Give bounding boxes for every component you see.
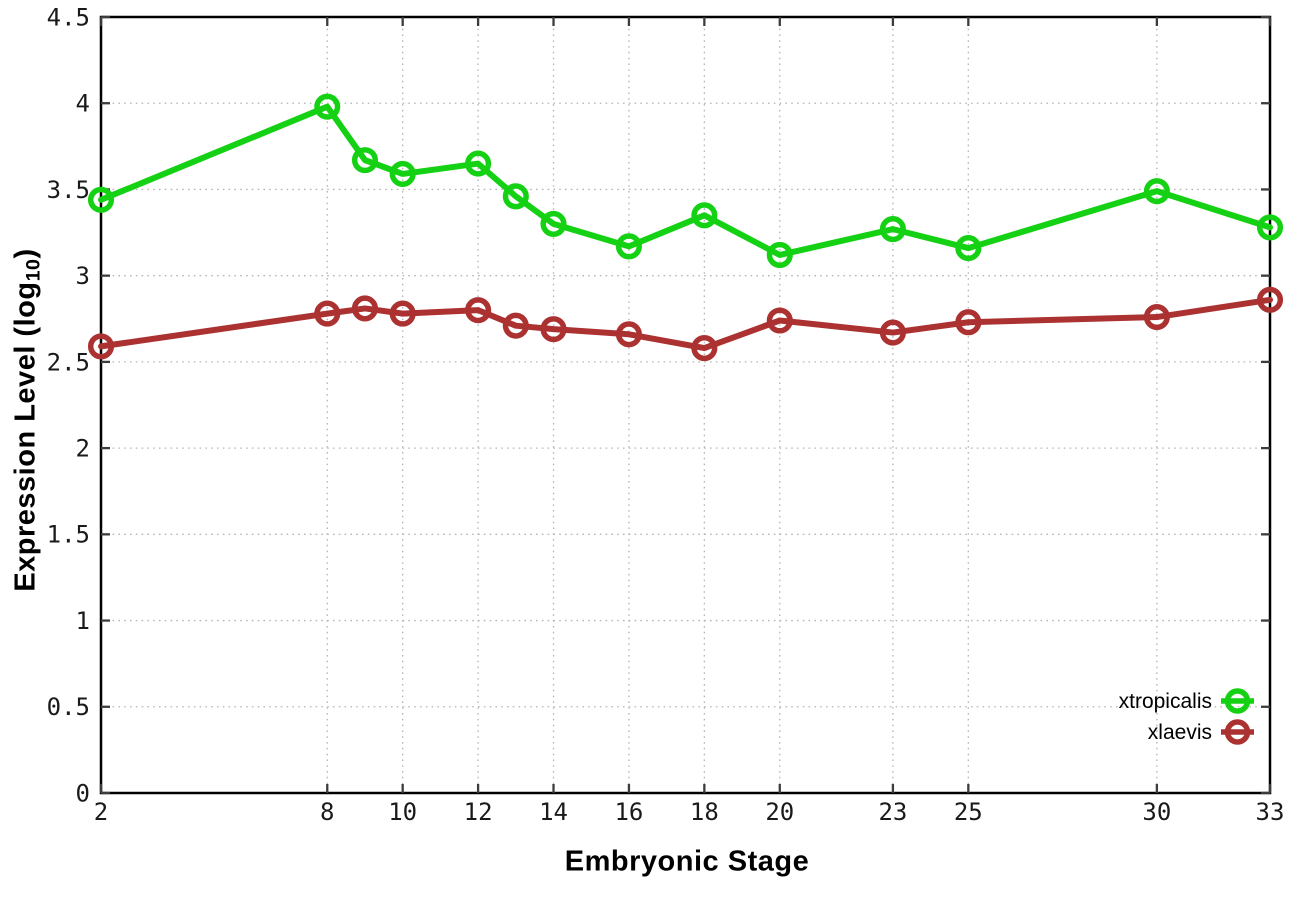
data-point-xlaevis-stage-14	[540, 316, 567, 343]
y-axis-title-close: )	[9, 248, 42, 259]
y-axis-title: Expression Level (log10)	[9, 248, 45, 592]
data-point-xlaevis-stage-20	[766, 307, 793, 334]
x-tick-label: 18	[690, 798, 719, 826]
data-point-xlaevis-stage-10	[389, 300, 416, 327]
data-point-xlaevis-stage-30	[1143, 304, 1170, 331]
legend-sample-marker-xtropicalis	[1224, 688, 1251, 714]
data-point-xtropicalis-stage-10	[389, 160, 416, 187]
y-tick-label: 3.5	[47, 176, 90, 204]
data-point-xtropicalis-stage-25	[955, 235, 982, 262]
y-tick-label: 4.5	[47, 3, 90, 31]
data-point-xlaevis-stage-18	[691, 335, 718, 362]
x-tick-label: 10	[388, 798, 417, 826]
series-line-xlaevis	[98, 296, 1273, 352]
data-point-xtropicalis-stage-23	[879, 216, 906, 243]
y-tick-label: 1	[76, 607, 90, 635]
x-tick-label: 30	[1142, 798, 1171, 826]
x-tick-label: 12	[464, 798, 493, 826]
data-point-xlaevis-stage-16	[615, 321, 642, 348]
data-point-xlaevis-stage-8	[314, 300, 341, 327]
data-point-xtropicalis-stage-2	[87, 186, 115, 213]
y-tick-label: 1.5	[47, 521, 90, 549]
x-tick-label: 2	[94, 798, 108, 826]
x-tick-label: 16	[614, 798, 643, 826]
data-point-xtropicalis-stage-13	[502, 183, 529, 210]
x-axis-title: Embryonic Stage	[564, 845, 810, 878]
y-tick-label: 2	[76, 435, 90, 463]
data-point-xlaevis-stage-9	[351, 295, 379, 322]
y-tick-label: 0.5	[47, 693, 90, 721]
data-point-xtropicalis-stage-9	[351, 147, 379, 174]
data-point-xtropicalis-stage-14	[540, 210, 567, 237]
legend-label-xtropicalis: xtropicalis	[1119, 690, 1212, 713]
x-tick-label: 20	[765, 798, 794, 826]
y-tick-label: 3	[76, 262, 90, 290]
data-point-xtropicalis-stage-33	[1256, 214, 1284, 241]
x-tick-label: 23	[878, 798, 907, 826]
y-tick-label: 0	[76, 779, 90, 807]
x-tick-label: 8	[320, 798, 334, 826]
data-point-xtropicalis-stage-30	[1143, 178, 1170, 205]
data-point-xtropicalis-stage-12	[465, 150, 492, 177]
data-point-xtropicalis-stage-8	[314, 93, 341, 120]
y-axis-title-subscript: 10	[22, 258, 45, 282]
data-point-xlaevis-stage-23	[879, 319, 906, 346]
x-tick-label: 25	[954, 798, 983, 826]
data-point-xtropicalis-stage-16	[615, 233, 642, 260]
data-point-xlaevis-stage-2	[87, 333, 115, 360]
y-tick-label: 2.5	[47, 348, 90, 376]
data-point-xtropicalis-stage-20	[766, 241, 793, 269]
y-tick-label: 4	[76, 90, 90, 118]
data-point-xlaevis-stage-12	[465, 297, 492, 324]
x-tick-label: 14	[539, 798, 568, 826]
data-point-xlaevis-stage-13	[502, 312, 529, 339]
plot-border	[99, 15, 1272, 795]
x-tick-label: 33	[1256, 798, 1285, 826]
data-point-xlaevis-stage-33	[1256, 286, 1284, 313]
legend-label-xlaevis: xlaevis	[1148, 721, 1212, 744]
legend-sample-marker-xlaevis	[1224, 719, 1251, 745]
data-point-xlaevis-stage-25	[955, 309, 982, 336]
y-axis-title-main: Expression Level (log	[9, 281, 42, 592]
data-point-xtropicalis-stage-18	[691, 202, 718, 229]
series-line-xtropicalis	[98, 103, 1273, 258]
